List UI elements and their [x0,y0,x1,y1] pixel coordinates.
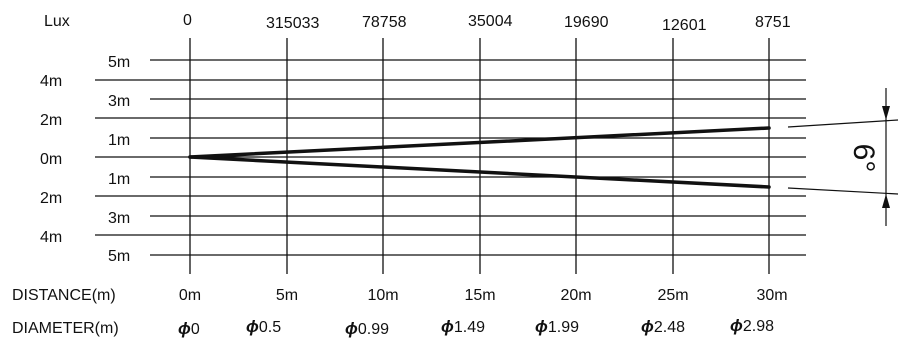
diameter-value-0m: 0 [191,321,200,338]
beam-edge-top [188,126,771,159]
diameter-20m: ϕ1.99 [535,317,579,336]
angle-extension-bottom [787,187,899,195]
lux-value-0m: 0 [183,12,192,29]
lux-value-20m: 19690 [564,14,609,31]
diameter-value-30m: 2.98 [743,318,774,335]
diameter-value-25m: 2.48 [654,319,685,336]
diameter-5m: ϕ0.5 [246,317,281,336]
scale-label-3m-top: 3m [108,93,130,110]
distance-value-20m: 20m [560,287,591,304]
scale-label-0m: 0m [40,151,62,168]
diameter-10m: ϕ0.99 [345,319,389,338]
diameter-symbol: ϕ [345,319,358,338]
diameter-15m: ϕ1.49 [441,317,485,336]
distance-value-25m: 25m [657,287,688,304]
lux-value-15m: 35004 [468,13,513,30]
scale-label-4m-top: 4m [40,73,62,90]
diameter-value-10m: 0.99 [358,321,389,338]
diameter-symbol: ϕ [730,316,743,335]
beam-angle-label: 6° [847,144,880,173]
distance-value-5m: 5m [276,287,298,304]
distance-lines [189,38,770,274]
diameter-value-20m: 1.99 [548,319,579,336]
lux-value-25m: 12601 [662,17,707,34]
diameter-symbol: ϕ [535,317,548,336]
diameter-value-5m: 0.5 [259,319,281,336]
angle-arrow-bottom [882,194,890,208]
scale-label-1m-top: 1m [108,132,130,149]
distance-label: DISTANCE(m) [12,287,116,304]
diameter-value-15m: 1.49 [454,319,485,336]
scale-label-5m-top: 5m [108,54,130,71]
distance-value-0m: 0m [179,287,201,304]
lux-value-5m: 315033 [266,15,319,32]
diameter-25m: ϕ2.48 [641,317,685,336]
distance-value-10m: 10m [367,287,398,304]
diameter-0m: ϕ0 [178,319,200,338]
beam-cone [188,126,771,189]
lux-value-30m: 8751 [755,14,791,31]
lux-label: Lux [44,13,70,30]
diameter-symbol: ϕ [178,319,191,338]
scale-label-2m-bottom: 2m [40,190,62,207]
distance-value-15m: 15m [464,287,495,304]
scale-label-1m-bottom: 1m [108,171,130,188]
diameter-symbol: ϕ [246,317,259,336]
distance-value-30m: 30m [756,287,787,304]
diameter-30m: ϕ2.98 [730,316,774,335]
scale-label-4m-bottom: 4m [40,229,62,246]
angle-extension-top [787,119,899,128]
angle-arrow-top [882,106,890,120]
beam-angle-dimension [787,88,899,226]
diameter-symbol: ϕ [441,317,454,336]
lux-value-10m: 78758 [362,14,407,31]
scale-label-5m-bottom: 5m [108,248,130,265]
beam-edge-bottom [188,155,771,189]
diameter-symbol: ϕ [641,317,654,336]
scale-label-3m-bottom: 3m [108,210,130,227]
diameter-label: DIAMETER(m) [12,320,119,337]
scale-label-2m-top: 2m [40,112,62,129]
